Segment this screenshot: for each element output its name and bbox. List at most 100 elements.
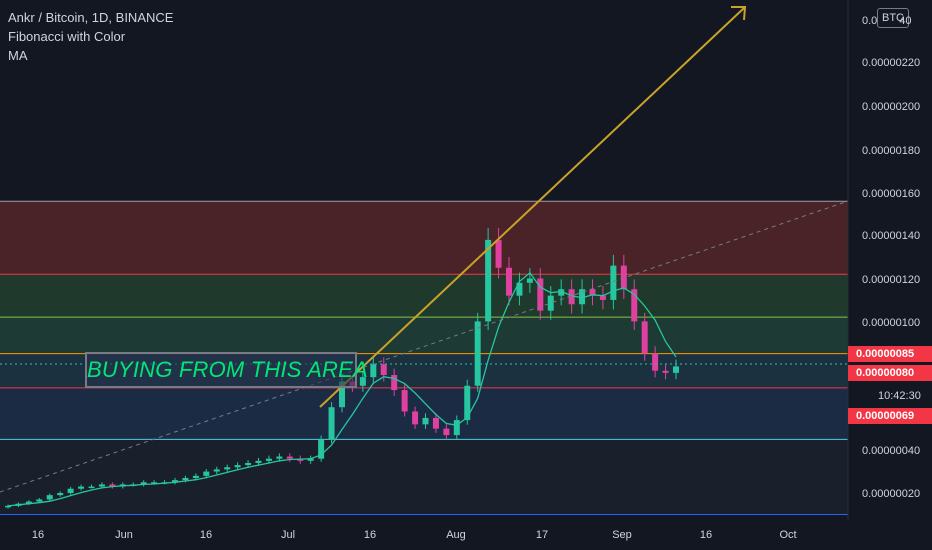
indicator-fibonacci-label[interactable]: Fibonacci with Color [8,29,126,44]
y-axis-tick: 0.00000220 [862,57,921,69]
candle-body [485,239,492,322]
buying-area-annotation[interactable]: BUYING FROM THIS AREA [85,352,368,388]
indicator-ma-label[interactable]: MA [8,48,28,63]
candle-body [568,289,575,305]
fib-level-price-label: 0.00000085 [848,346,932,362]
chart-legend: Ankr / Bitcoin, 1D, BINANCE Fibonacci wi… [8,8,173,65]
candle-body [307,458,314,461]
candle-body [631,289,638,322]
y-axis-tick: 0.00000040 [862,445,921,457]
fibonacci-zones [0,200,848,515]
y-axis-tick: 0.00000120 [862,274,921,286]
candles-layer [5,228,679,509]
candle-body [380,364,387,376]
candle-body [589,289,596,296]
candle-body [391,375,398,391]
candle-body [5,505,11,508]
candle-body [203,471,210,476]
candle-body [318,439,325,459]
y-axis-tick: 0.00000140 [862,230,921,242]
candle-body [98,484,105,487]
fib-zone-blue [0,387,848,440]
candle-body [78,486,85,489]
candle-body [25,501,32,504]
candle-body [641,321,648,354]
x-axis-tick: 16 [699,529,713,541]
y-axis-tick: 0.00000200 [862,101,921,113]
x-axis-tick: Sep [612,529,632,541]
candle-body [526,278,533,283]
candle-body [140,482,147,485]
candle-body [537,278,544,311]
candle-body [109,484,116,487]
candle-body [516,282,523,296]
candle-body [213,469,220,472]
currency-badge[interactable]: BTC [877,8,909,28]
candle-body [506,267,512,296]
candle-body [401,390,408,412]
x-axis-tick: 16 [363,529,377,541]
moving-average-line [7,271,677,507]
symbol-title[interactable]: Ankr / Bitcoin, 1D, BINANCE [8,10,174,25]
fib-zone-green [0,274,848,318]
x-axis-tick: Aug [446,529,466,541]
candle-body [151,482,158,484]
candle-body [370,364,377,378]
x-axis-tick: 16 [31,529,45,541]
x-axis-tick: Jun [115,529,133,541]
candle-body [224,467,231,470]
y-axis-tick: 0.0 40 [862,15,912,27]
bar-countdown-label: 10:42:30 [870,388,930,404]
candle-body [182,477,189,481]
candle-body [192,475,199,478]
candle-body [422,417,429,425]
x-axis-tick: 17 [535,529,549,541]
candle-body [495,239,502,268]
candle-body [245,462,252,466]
candle-body [558,289,565,296]
candle-body [46,495,53,500]
candle-body [412,411,419,425]
candle-body [432,417,439,429]
candle-body [276,456,283,459]
candle-body [328,407,335,440]
trend-line-dashed[interactable] [0,200,849,493]
candle-body [464,385,471,421]
y-axis-tick: 0.00000020 [862,488,921,500]
x-axis-tick: Oct [779,529,797,541]
candle-body [443,428,450,436]
last-price-label: 0.00000080 [848,365,932,381]
fib-zone-grey [0,439,848,515]
candle-body [297,458,304,461]
candle-body [255,460,262,463]
x-axis-tick: 16 [199,529,213,541]
arrow-head [731,6,747,21]
lower-level-price-label: 0.00000069 [848,408,932,424]
fib-zone-teal [0,317,848,354]
arrow-line[interactable] [319,7,745,408]
y-axis-tick: 0.00000180 [862,145,921,157]
candle-body [359,377,366,386]
candle-body [673,366,679,373]
x-axis-tick: Jul [280,529,296,541]
candle-body [36,499,43,502]
candle-body [286,456,293,459]
candle-body [172,480,178,483]
fib-zone-red [0,201,848,275]
candle-body [579,289,586,305]
candle-body [234,465,241,468]
candle-body [88,486,95,489]
candle-body [610,265,617,300]
candle-body [652,353,659,371]
candle-body [547,295,554,311]
candle-body [453,420,460,436]
candle-body [339,381,345,408]
candle-body [265,458,272,461]
candle-body [474,321,481,386]
candle-body [599,295,606,300]
candle-body [57,493,64,496]
y-axis-tick: 0.00000160 [862,188,921,200]
y-axis-tick: 0.00000100 [862,317,921,329]
